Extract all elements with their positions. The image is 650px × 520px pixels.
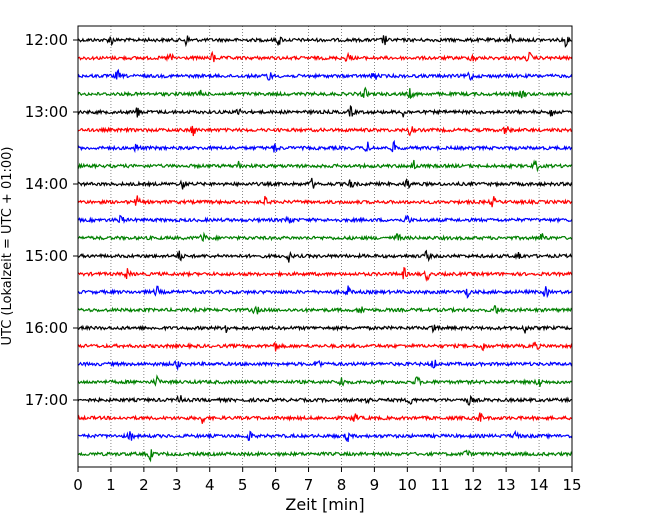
trace-1730 (77, 429, 573, 443)
trace-1245 (77, 86, 573, 100)
trace-1645 (77, 374, 573, 387)
trace-1615 (77, 341, 573, 352)
x-tick-label: 1 (106, 476, 116, 494)
trace-1630 (77, 359, 573, 372)
x-tick-label: 6 (271, 476, 281, 494)
x-tick-label: 2 (139, 476, 149, 494)
trace-1300 (77, 104, 573, 118)
x-tick-label: 11 (431, 476, 450, 494)
y-axis-label: UTC (Lokalzeit = UTC + 01:00) (0, 147, 15, 346)
trace-1215 (77, 50, 573, 63)
y-tick-label: 14:00 (25, 175, 68, 193)
trace-1515 (77, 266, 573, 282)
x-tick-label: 4 (205, 476, 215, 494)
trace-group (77, 34, 573, 463)
x-tick-label: 14 (530, 476, 549, 494)
y-tick-label: 16:00 (25, 319, 68, 337)
trace-1400 (77, 177, 573, 190)
trace-1700 (77, 394, 573, 406)
x-tick-label: 7 (304, 476, 314, 494)
trace-1200 (77, 34, 573, 48)
trace-1330 (77, 139, 573, 154)
y-tick-label: 12:00 (25, 31, 68, 49)
x-tick-label: 12 (464, 476, 483, 494)
y-axis: 12:00 13:00 14:00 15:00 16:00 17:00 (25, 31, 78, 409)
y-tick-label: 13:00 (25, 103, 68, 121)
y-tick-label: 17:00 (25, 391, 68, 409)
trace-1530 (77, 285, 573, 299)
trace-1500 (77, 249, 573, 263)
trace-1430 (77, 214, 573, 225)
x-tick-label: 5 (238, 476, 248, 494)
plot-frame (77, 25, 573, 468)
trace-1715 (77, 412, 573, 424)
trace-1415 (77, 195, 573, 208)
trace-1315 (77, 125, 573, 137)
y-tick-label: 15:00 (25, 247, 68, 265)
x-tick-label: 10 (398, 476, 417, 494)
trace-1545 (77, 305, 573, 315)
trace-1600 (77, 324, 573, 334)
x-tick-label: 9 (370, 476, 380, 494)
trace-1345 (77, 159, 573, 173)
x-tick-label: 3 (172, 476, 182, 494)
trace-1745 (77, 449, 573, 463)
x-axis-label: Zeit [min] (285, 495, 364, 514)
trace-1230 (77, 68, 573, 82)
x-tick-label: 13 (497, 476, 516, 494)
trace-1445 (77, 231, 573, 243)
x-tick-label: 0 (73, 476, 83, 494)
x-tick-label: 15 (562, 476, 581, 494)
x-axis: 0 1 2 3 4 5 6 7 8 9 10 11 12 13 14 15 (73, 467, 582, 494)
x-tick-label: 8 (337, 476, 347, 494)
